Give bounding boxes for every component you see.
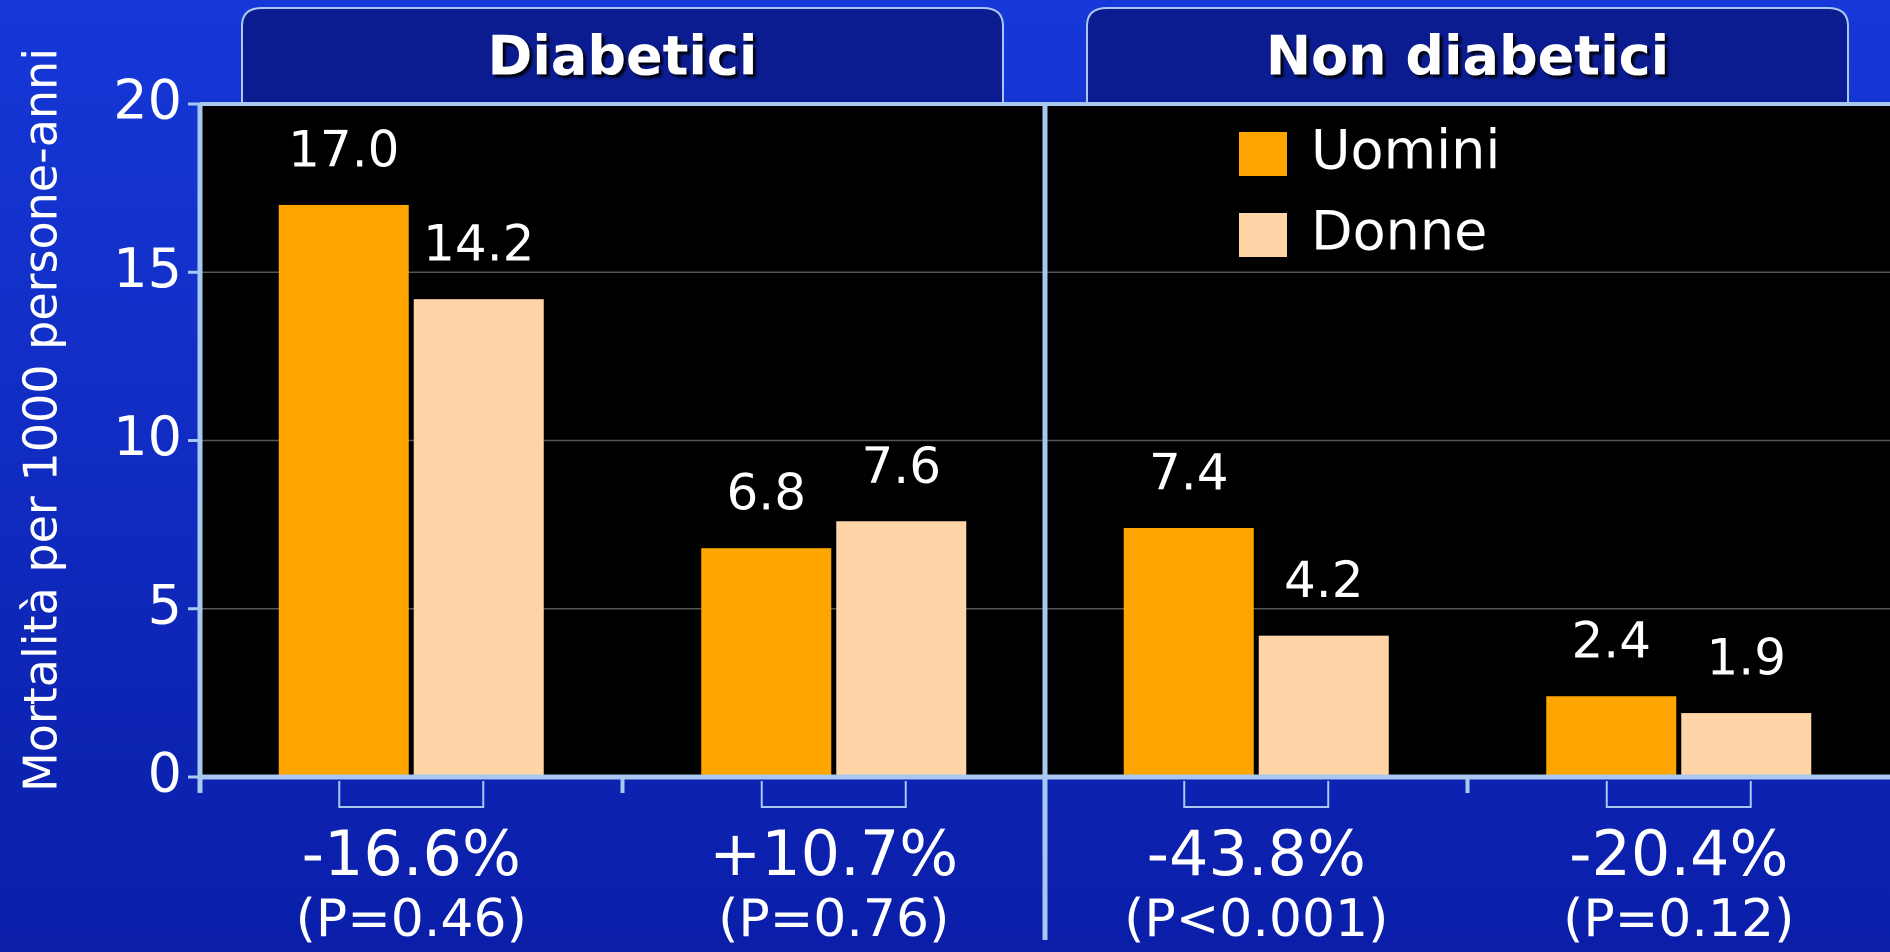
legend-swatch (1239, 213, 1287, 257)
p-label: (P=0.12) (1563, 889, 1794, 949)
bracket (760, 781, 907, 808)
value-label: 4.2 (1284, 551, 1364, 609)
value-label: 7.6 (861, 437, 941, 495)
bar (701, 548, 832, 777)
panel-tab (241, 7, 1004, 104)
bar (836, 521, 967, 777)
panel-title: Non diabetici (1266, 25, 1669, 88)
bracket (1183, 781, 1330, 808)
panel-tab (1086, 7, 1849, 104)
y-tick-label: 20 (113, 69, 182, 132)
legend-swatch (1239, 132, 1287, 176)
change-label: -43.8% (1147, 817, 1366, 890)
y-tick-label: 10 (113, 405, 182, 468)
panel-title: Diabetici (488, 25, 758, 88)
bar (278, 204, 409, 777)
legend-label: Uomini (1311, 119, 1500, 182)
value-label: 14.2 (423, 215, 534, 273)
y-tick-label: 15 (113, 237, 182, 300)
bar (1546, 696, 1677, 777)
y-axis-label: Mortalità per 1000 persone-anni (14, 48, 68, 792)
bar (1258, 635, 1389, 777)
change-label: -16.6% (302, 817, 521, 890)
value-label: 17.0 (288, 120, 399, 178)
value-label: 2.4 (1571, 612, 1651, 670)
p-label: (P=0.46) (296, 889, 527, 949)
bracket (1605, 781, 1752, 808)
value-label: 1.9 (1706, 629, 1786, 687)
change-label: +10.7% (709, 817, 958, 890)
bar (1681, 713, 1812, 777)
bar (1123, 527, 1254, 777)
bar (413, 299, 544, 777)
y-tick-label: 5 (148, 573, 182, 636)
p-label: (P=0.76) (718, 889, 949, 949)
value-label: 7.4 (1149, 443, 1229, 501)
y-tick-label: 0 (148, 742, 182, 805)
value-label: 6.8 (726, 464, 806, 522)
bracket (338, 781, 485, 808)
p-label: (P<0.001) (1124, 889, 1388, 949)
legend-label: Donne (1311, 200, 1487, 263)
change-label: -20.4% (1569, 817, 1788, 890)
